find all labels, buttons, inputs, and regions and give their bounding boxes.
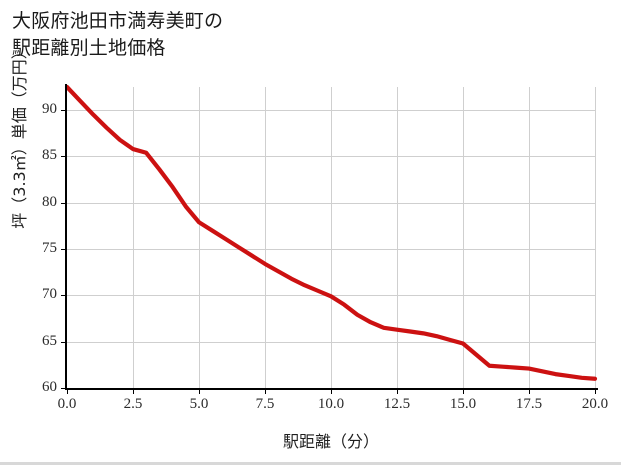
- x-axis-spine: [65, 388, 598, 390]
- gridline-vertical: [463, 87, 464, 388]
- price-line-path: [64, 84, 598, 381]
- gridline-vertical: [199, 87, 200, 388]
- y-axis-label: 坪（3.3㎡）単価（万円）: [10, 43, 29, 229]
- gridline-vertical: [529, 87, 530, 388]
- x-axis-label: 駅距離（分）: [282, 432, 379, 451]
- gridline-vertical: [331, 87, 332, 388]
- gridline-vertical: [133, 87, 134, 388]
- y-axis-spine: [65, 84, 67, 388]
- gridline-vertical: [397, 87, 398, 388]
- page-title: 大阪府池田市満寿美町の 駅距離別土地価格: [12, 10, 224, 59]
- line-series-svg: [64, 84, 598, 381]
- gridline-vertical: [265, 87, 266, 388]
- gridline-vertical: [595, 87, 596, 388]
- plot-area: [64, 84, 598, 390]
